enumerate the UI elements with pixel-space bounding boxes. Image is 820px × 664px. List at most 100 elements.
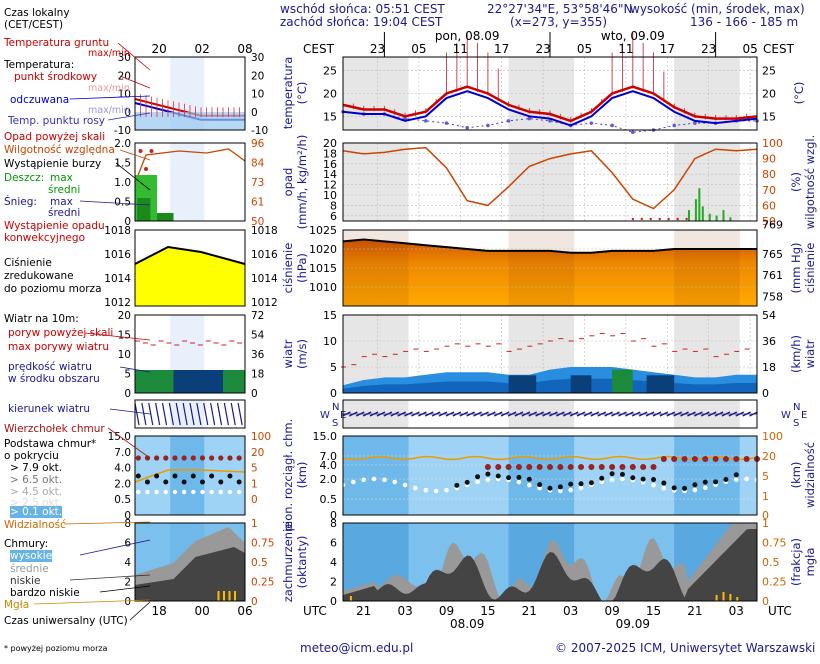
cloud-top-dot (557, 464, 564, 470)
dewpoint-point (672, 123, 676, 128)
ylabel-vis-unit: (km) (789, 462, 803, 489)
precip-bar (708, 213, 711, 221)
precip-tick: 6 (330, 210, 337, 223)
pressure-mmhg-tick: 769 (762, 219, 783, 232)
cloud-top-dot (671, 456, 678, 462)
visibility-tick: 20 (762, 450, 776, 463)
night-span-1-precip (343, 143, 409, 221)
legend-wind-dir-arrow (141, 402, 147, 426)
ylabel-wind-r-unit: (km/h) (789, 335, 803, 373)
legend-tick-right-temp: 20 (251, 70, 264, 82)
legend-perceived-maxmin: max/min (88, 105, 130, 116)
legend-cloud-base-dot (227, 473, 233, 479)
legend-tick-left-press: 1012 (104, 297, 131, 309)
legend-leader-line (119, 366, 151, 373)
legend-tick-right-cov: 0.25 (251, 577, 274, 589)
legend-rain-mid: średni (48, 184, 81, 196)
cloud-base-dot-dense (630, 475, 636, 481)
time-bottom-tick: 15 (646, 604, 661, 618)
cloud-top-dot (578, 464, 585, 470)
legend-dewpoint: Temp. punktu rosy (8, 115, 106, 127)
cloud-top-dot (712, 456, 719, 462)
cloud-base-dot-dense (619, 471, 625, 477)
cov-tick: 8 (330, 517, 337, 530)
fog-tick: 0.75 (762, 537, 787, 550)
temp-tick-right: 15 (762, 110, 776, 123)
legend-leader-line (33, 599, 151, 605)
cov-tick: 2 (330, 576, 337, 589)
contact-email[interactable]: meteo@icm.edu.pl (300, 641, 414, 655)
legend-convective: Wystąpienie opadu (4, 220, 105, 232)
cloud-top-dot (619, 464, 626, 470)
cloud-base-dot (692, 487, 698, 493)
cloud-base-dot (734, 477, 739, 482)
legend-leader-line (119, 75, 151, 89)
cloud-base-dot-dense (651, 477, 656, 483)
precip-bar (701, 206, 704, 221)
legend-time-top: 02 (194, 42, 209, 56)
legend-tick-right-cov: 0.5 (251, 557, 268, 569)
precip-tick: 18 (323, 147, 337, 160)
panel-dir-frame (342, 399, 758, 429)
fog-tick: 1 (762, 517, 769, 530)
day2-top: wto, 09.09 (601, 29, 665, 43)
cloud-base-dot-dense (578, 481, 584, 487)
legend-tick-right-cloud: 20 (251, 447, 264, 459)
legend-tick-left-cov: 4 (124, 557, 131, 569)
humidity-tick: 90 (762, 153, 776, 166)
precip-tick: 10 (323, 189, 337, 202)
day2-bottom: 09.09 (616, 617, 650, 631)
convective-dot (640, 217, 643, 221)
humidity-line (342, 146, 758, 210)
fog-tick: 0 (762, 595, 769, 608)
legend-leader-line (84, 332, 151, 341)
fog-bar (736, 597, 739, 601)
cloud-top-dot (526, 464, 533, 470)
precip-bar (698, 188, 701, 221)
cloud-top-dot (609, 464, 616, 470)
time-bottom-tick: 21 (522, 604, 537, 618)
legend-wind-dir-arrow (210, 402, 216, 426)
wind-kmh-tick: 18 (762, 361, 776, 374)
legend-tick-right-cov: 1 (251, 518, 258, 530)
legend-tick-left-wind: 15 (118, 330, 131, 342)
legend-tick-left-precip: 0.5 (114, 197, 131, 209)
legend-cloud-base-dot (199, 479, 205, 485)
time-bottom-tick: 21 (687, 604, 702, 618)
cloud-base-dot (527, 482, 532, 488)
cloud-base-dot-dense (537, 482, 543, 488)
legend-rain-mid-bar (137, 198, 151, 221)
legend-panel-precip-frame (134, 142, 246, 222)
legend-tick-right-temp: -10 (251, 125, 268, 137)
ylabel-temp-unit-r: (°C) (792, 82, 806, 105)
ylabel-cloud-unit: (km) (295, 462, 309, 489)
legend-tick-right-cloud: 5 (251, 463, 258, 475)
legend-time-local2: (CET/CEST) (4, 19, 64, 31)
sunrise-label: wschód słońca: 05:51 CEST (280, 2, 445, 16)
cloud-base-dot-dense (454, 482, 460, 488)
legend-cl-vlow: bardzo niskie (10, 587, 80, 599)
legend-leader-line (117, 42, 151, 71)
legend-leader-line (109, 408, 151, 415)
legend-time-bottom: 18 (152, 604, 167, 618)
legend-cloud-top-dot (190, 455, 196, 461)
time-bottom-tick: 15 (480, 604, 495, 618)
legend-tick-right-cloud: 100 (251, 431, 271, 443)
cloud-top-dot (515, 464, 522, 470)
copyright: © 2007-2025 ICM, Uniwersytet Warszawski (555, 641, 816, 655)
legend-tick-left-cloud: 15.0 (108, 431, 131, 443)
legend-cloud-base-dot-light (200, 489, 205, 495)
legend-wind-dir-arrow (230, 402, 236, 426)
legend-night-precip (170, 143, 205, 221)
legend-tick-right-temp: 10 (251, 89, 264, 101)
legend-wind-mean: prędkość wiatru (8, 361, 92, 373)
legend-fog-bar (223, 591, 225, 601)
temp-tick-left: 20 (323, 88, 337, 101)
legend-tick-right-cov: 0 (251, 596, 258, 608)
legend-cloud-base-dot-light (191, 489, 196, 495)
legend-tick-right-wind: 54 (251, 330, 265, 342)
legend-tick-right-temp: 30 (251, 52, 264, 64)
cloud-base-dot (651, 482, 656, 488)
legend-tick-left-temp: -10 (114, 125, 131, 137)
